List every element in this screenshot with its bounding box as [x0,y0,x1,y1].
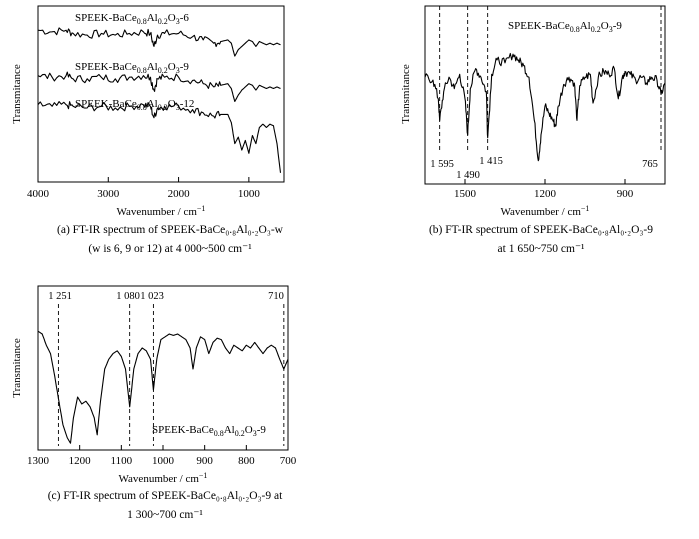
panel-a-x-tick-label: 4000 [27,188,50,200]
panel-c-x-tick-label: 1200 [69,455,92,467]
caption-a-line-1: (a) FT-IR spectrum of SPEEK-BaCe₀.₈Al₀.₂… [57,224,283,236]
caption-b-line-2: at 1 650~750 cm⁻¹ [497,243,585,255]
panel-c-x-tick-label: 1000 [152,455,175,467]
panel-a-x-tick-label: 2000 [168,188,191,200]
reference-label-1251: 1 251 [48,291,72,302]
panel-b-x-tick-label: 1200 [534,188,557,200]
panel-b-series-label: SPEEK-BaCe0.8Al0.2O3-9 [508,20,622,34]
panel-a-traces [37,27,282,173]
panel-c-traces [37,330,289,444]
panel-b-y-axis-label: Transmitance [400,64,412,124]
panel-c-x-ticks: 1300 1200 1100 1000 900 800 700 [27,445,297,467]
panel-b-x-tick-label: 900 [617,188,634,200]
panel-a-series-label-9: SPEEK-BaCe0.8Al0.2O3-9 [75,61,189,75]
caption-c-line-1: (c) FT-IR spectrum of SPEEK-BaCe₀.₈Al₀.₂… [47,490,283,502]
panel-a-x-axis-label-sup: −1 [197,204,206,213]
caption-c: (c) FT-IR spectrum of SPEEK-BaCe₀.₈Al₀.₂… [10,487,320,525]
panel-a: 4000 3000 2000 1000 Transmitance Wavenumber… [11,5,285,218]
caption-b: (b) FT-IR spectrum of SPEEK-BaCe₀.₈Al₀.₂… [386,221,696,259]
reference-label-1080: 1 080 [116,291,140,302]
panel-a-x-tick-label: 1000 [238,188,261,200]
reference-label-710: 710 [268,291,284,302]
panel-c-x-tick-label: 1100 [111,455,133,467]
panel-a-x-axis-label-main: Wavenumber / cm [117,206,198,218]
caption-a-line-2: (w is 6, 9 or 12) at 4 000~500 cm⁻¹ [88,243,252,255]
panel-b-series-0 [424,52,666,162]
panel-a-series-1 [37,71,281,103]
reference-label-1023: 1 023 [140,291,164,302]
reference-label-765: 765 [642,159,658,170]
reference-label-1595: 1 595 [430,159,454,170]
panel-c-series-0 [37,330,289,444]
reference-label-1415: 1 415 [479,156,503,167]
panel-a-x-axis-label: Wavenumber / cm−1 [117,204,206,218]
caption-c-line-2: 1 300~700 cm⁻¹ [127,509,203,521]
panel-b-x-axis-label: Wavenumber / cm−1 [501,204,590,218]
panel-a-series-label-6: SPEEK-BaCe0.8Al0.2O3-6 [75,12,189,26]
panel-c-x-tick-label: 800 [238,455,255,467]
panel-a-x-ticks: 4000 3000 2000 1000 [27,177,260,200]
panel-a-y-axis-label: Transmitance [11,64,23,124]
panel-b-plot-frame [424,5,666,185]
panel-a-x-tick-label: 3000 [97,188,120,200]
caption-a: (a) FT-IR spectrum of SPEEK-BaCe₀.₈Al₀.₂… [10,221,330,259]
panel-b-x-ticks: 1500 1200 900 [454,179,634,200]
panel-c: 1300 1200 1100 1000 900 800 700 1 251 1 080 1 02… [11,285,297,485]
panel-c-x-tick-label: 1300 [27,455,50,467]
panel-c-y-axis-label: Transmitance [11,338,23,398]
caption-b-line-1: (b) FT-IR spectrum of SPEEK-BaCe₀.₈Al₀.₂… [428,224,654,236]
panel-a-plot-frame [37,5,285,183]
panel-a-series-0 [37,27,281,57]
panel-c-reference-lines: 1 251 1 080 1 023 710 [48,291,285,446]
panel-c-x-tick-label: 900 [196,455,213,467]
panel-b-x-tick-label: 1500 [454,188,477,200]
panel-c-x-axis-label: Wavenumber / cm−1 [119,471,208,485]
panel-a-series-2 [37,101,282,173]
panel-b-traces [424,52,666,162]
panel-c-series-label: SPEEK-BaCe0.8Al0.2O3-9 [152,424,266,438]
reference-label-1490: 1 490 [456,170,480,181]
panel-a-series-label-12: SPEEK-BaCe0.8Al0.2O3-12 [75,98,194,112]
panel-c-x-tick-label: 700 [280,455,297,467]
